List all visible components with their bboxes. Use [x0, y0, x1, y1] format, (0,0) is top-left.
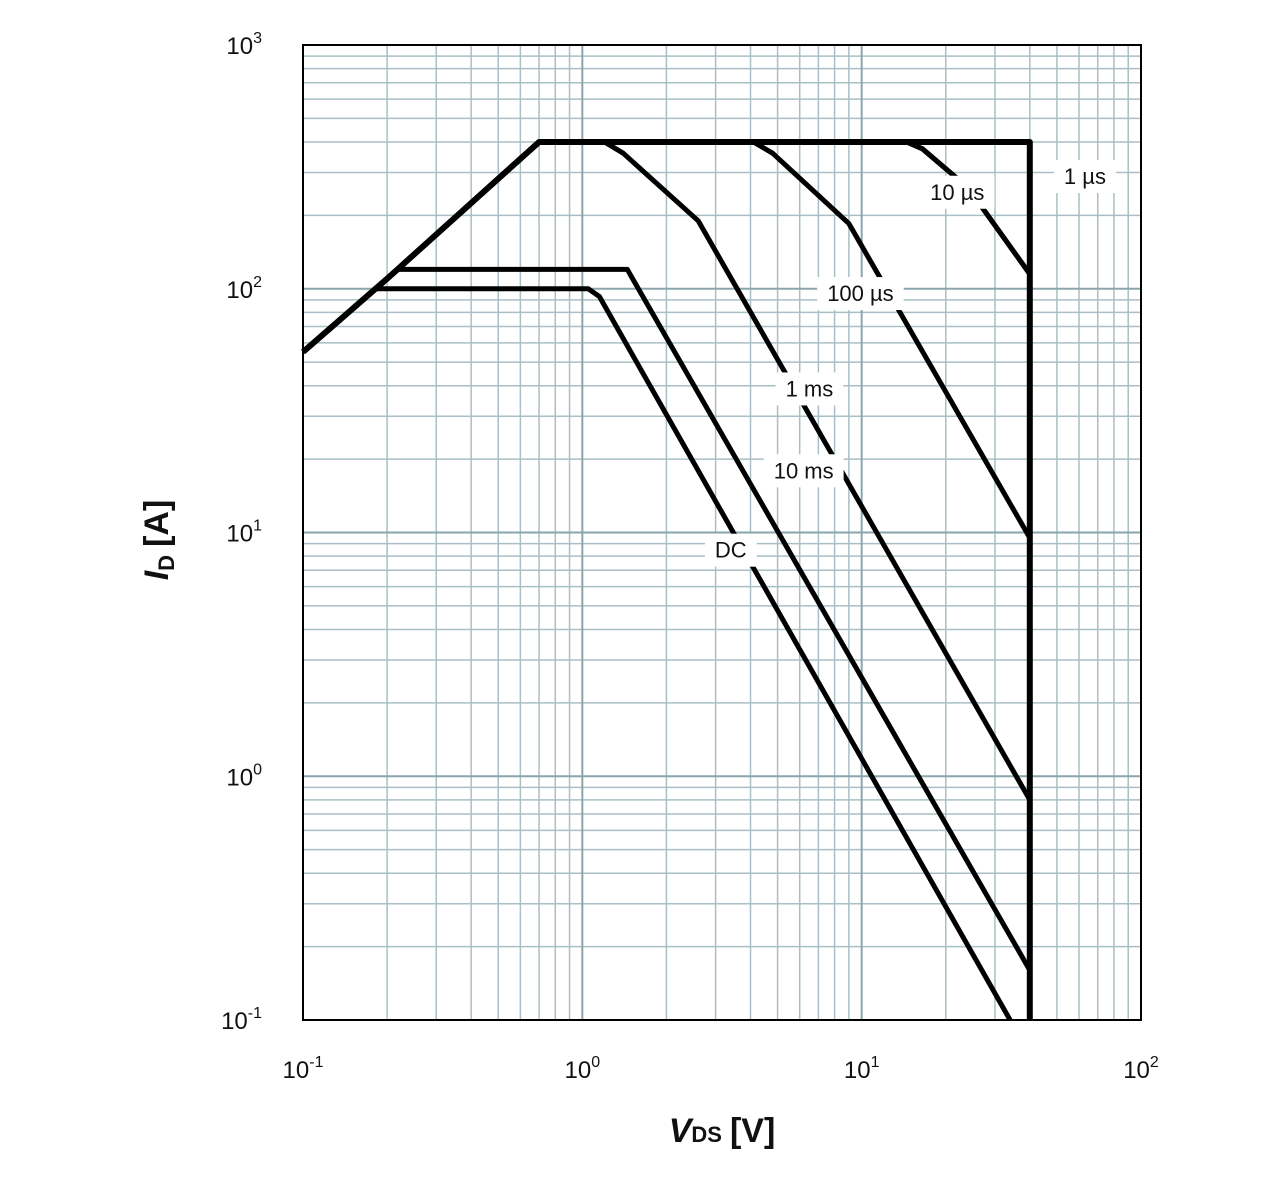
soa-boundary-line	[301, 139, 1033, 1020]
x-axis-unit: [V]	[730, 1112, 775, 1150]
series-label-4: 10 ms	[763, 454, 844, 488]
series-label-1: 10 µs	[920, 175, 995, 209]
plot-frame	[302, 44, 1142, 1021]
series-line-2	[752, 139, 1032, 540]
x-tick-label: 100	[565, 1054, 601, 1084]
y-tick-label: 103	[226, 30, 262, 60]
y-tick-label: 10-1	[221, 1005, 262, 1035]
y-axis-title: ID [A]	[138, 500, 179, 581]
series-label-text: 10 µs	[930, 180, 984, 205]
series-label-text: 10 ms	[774, 458, 834, 483]
y-tick-label: 100	[226, 761, 262, 791]
y-axis-subscript: D	[154, 555, 179, 571]
y-tick-label: 101	[226, 518, 262, 548]
series-label-bg	[817, 277, 904, 311]
series-line-5	[374, 286, 1013, 1022]
series-label-text: 100 µs	[827, 281, 894, 306]
series-label-bg	[775, 372, 844, 406]
series-label-text: 1 µs	[1064, 164, 1106, 189]
series-label-3: 1 ms	[775, 372, 844, 406]
series-label-bg	[920, 175, 995, 209]
series-label-text: 1 ms	[786, 376, 834, 401]
x-axis-symbol: V	[669, 1112, 695, 1150]
series-label-text: DC	[715, 538, 747, 563]
series-line-3	[603, 139, 1032, 802]
series-label-5: DC	[704, 533, 757, 567]
series-line-1	[905, 139, 1032, 276]
y-tick-label: 102	[226, 274, 262, 304]
x-axis-title: VDS [V]	[669, 1112, 776, 1150]
curves	[301, 139, 1033, 1022]
y-axis-unit: [A]	[138, 500, 176, 547]
series-line-4	[398, 266, 1032, 972]
y-tick-labels: 10-1 100 101 102 103	[221, 30, 262, 1035]
y-axis-symbol: I	[138, 569, 176, 580]
series-label-bg	[704, 533, 757, 567]
series-labels: 1 µs 10 µs 100 µs 1 ms 10 ms DC	[704, 160, 1116, 567]
x-tick-labels: 10-1 100 101 102	[283, 1054, 1159, 1084]
x-axis-subscript: DS	[691, 1122, 722, 1147]
x-tick-label: 102	[1123, 1054, 1159, 1084]
x-tick-label: 101	[844, 1054, 880, 1084]
series-label-2: 100 µs	[817, 277, 904, 311]
x-tick-label: 10-1	[283, 1054, 324, 1084]
series-label-bg	[1053, 160, 1116, 194]
series-label-0: 1 µs	[1053, 160, 1116, 194]
series-label-bg	[763, 454, 844, 488]
